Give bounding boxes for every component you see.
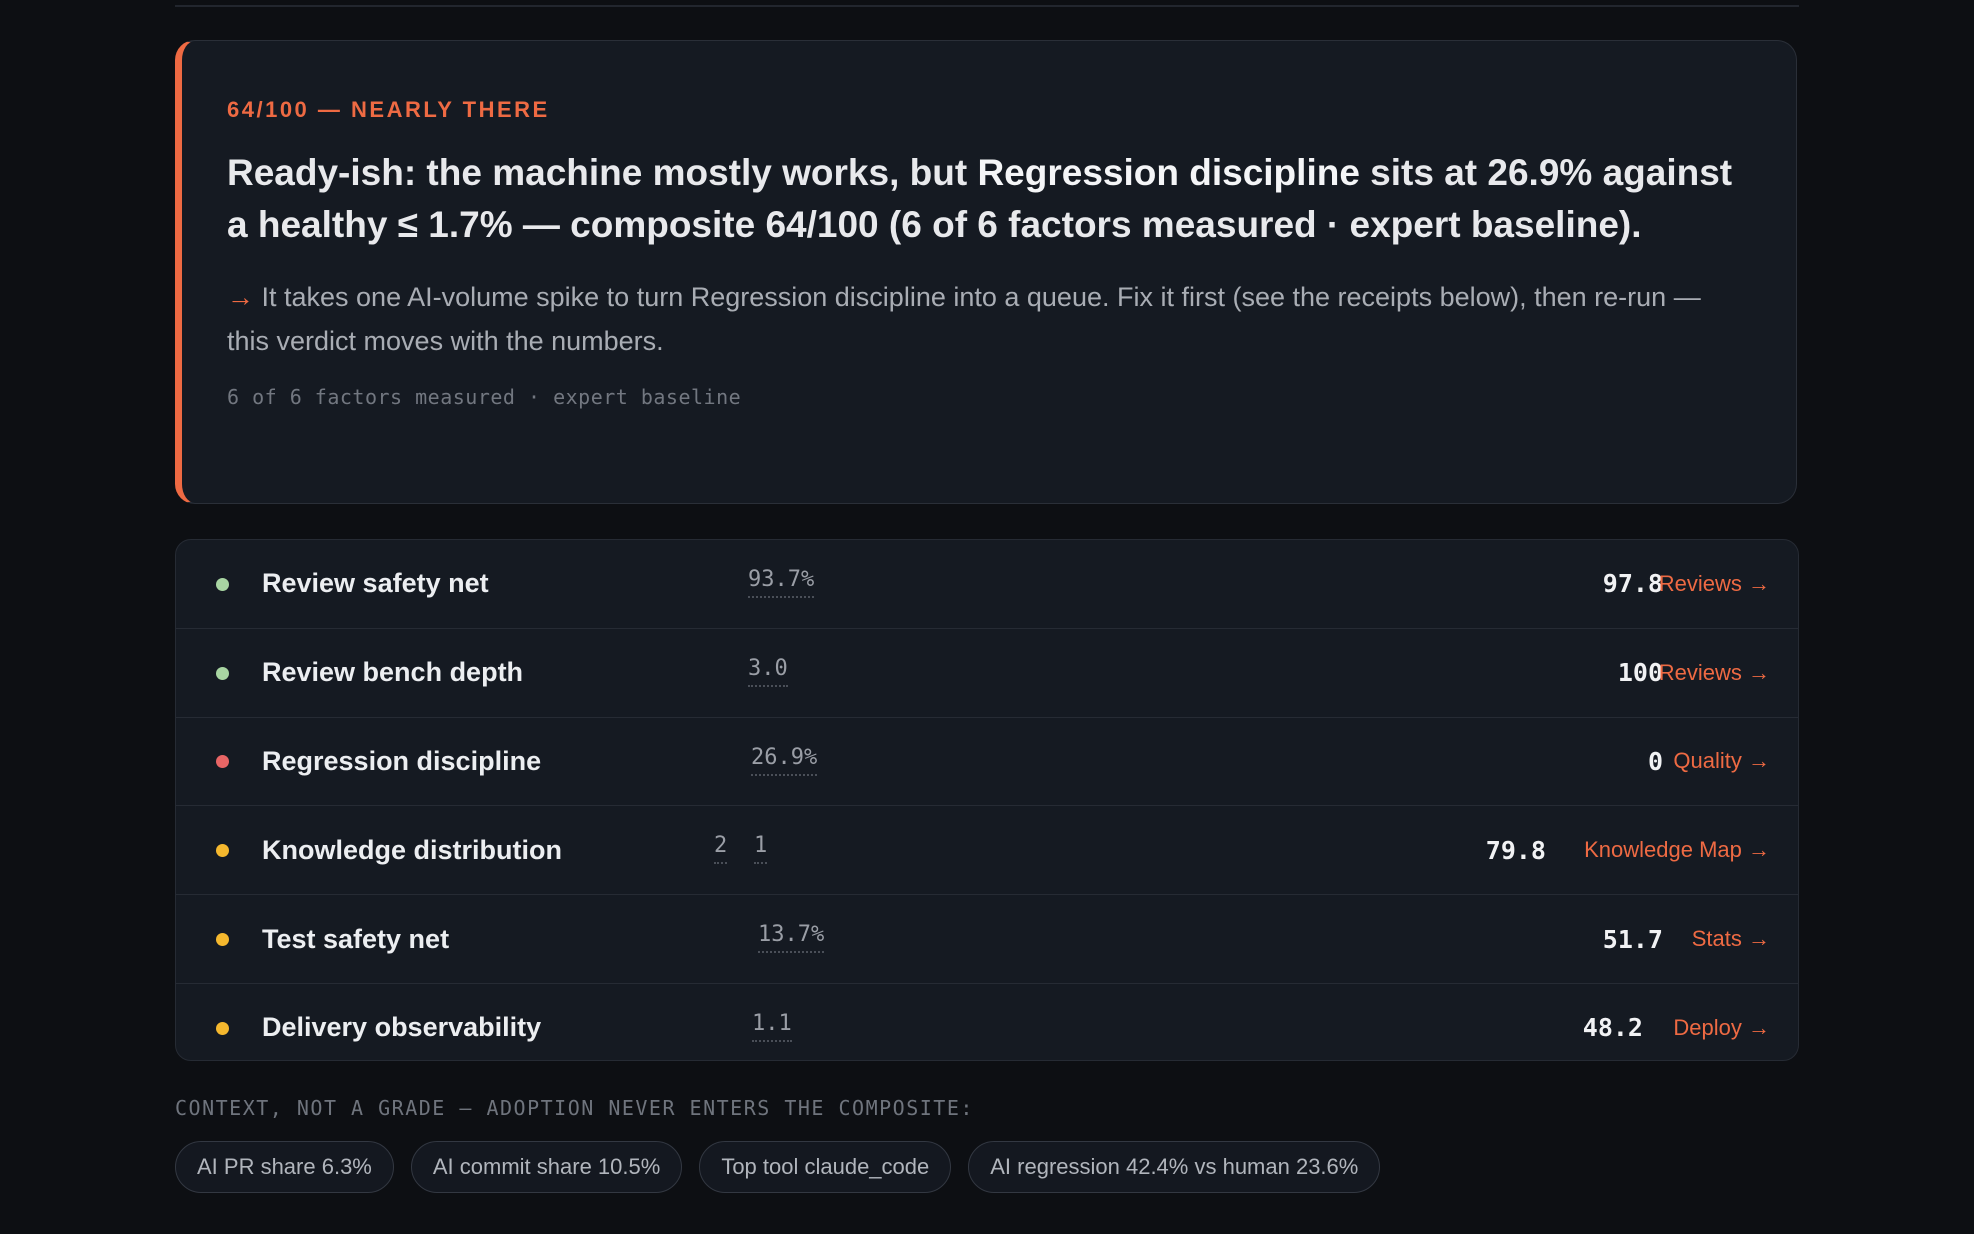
context-chips: AI PR share 6.3% AI commit share 10.5% T…	[175, 1141, 1381, 1193]
reviews-link[interactable]: Reviews →	[1658, 570, 1770, 596]
factor-name: Test safety net	[262, 923, 450, 954]
verdict-card: 64/100 — NEARLY THERE Ready-ish: the mac…	[175, 40, 1797, 504]
context-chip: AI commit share 10.5%	[410, 1141, 683, 1193]
deploy-link[interactable]: Deploy →	[1673, 1014, 1770, 1040]
quality-link[interactable]: Quality →	[1673, 748, 1770, 774]
context-label: CONTEXT, NOT A GRADE — ADOPTION NEVER EN…	[175, 1096, 974, 1120]
factor-metric[interactable]: 3.0	[748, 656, 788, 687]
arrow-right-icon: →	[227, 282, 254, 312]
status-dot-icon	[216, 577, 229, 591]
factor-score: 100	[1617, 658, 1663, 688]
status-dot-icon	[216, 666, 229, 680]
knowledge-map-link[interactable]: Knowledge Map →	[1584, 837, 1770, 863]
factor-score: 97.8	[1602, 569, 1663, 599]
factor-score: 0	[1647, 746, 1663, 776]
factor-table: Review safety net 93.7% 97.8 Reviews → R…	[175, 539, 1799, 1061]
factor-score: 79.8	[1485, 835, 1546, 865]
factor-metric[interactable]: 93.7%	[748, 567, 815, 598]
status-dot-icon	[216, 844, 229, 858]
headline-emphasis: Regression discipline	[977, 152, 1360, 193]
reviews-link[interactable]: Reviews →	[1658, 659, 1770, 685]
factor-name: Regression discipline	[262, 745, 542, 776]
factor-name: Delivery observability	[262, 1012, 542, 1043]
factor-metric-a[interactable]: 2	[714, 833, 728, 865]
context-chip: AI PR share 6.3%	[175, 1141, 394, 1193]
factor-row: Review bench depth 3.0 100 Reviews →	[176, 629, 1798, 718]
context-chip: Top tool claude_code	[699, 1141, 952, 1193]
factor-row: Delivery observability 1.1 48.2 Deploy →	[176, 984, 1798, 1060]
factor-row: Regression discipline 26.9% 0 Quality →	[176, 718, 1798, 807]
status-dot-icon	[216, 755, 229, 769]
stats-link[interactable]: Stats →	[1691, 926, 1770, 952]
factor-metric-b[interactable]: 1	[754, 833, 768, 865]
factor-name: Review safety net	[262, 568, 489, 599]
advice-text: It takes one AI-volume spike to turn Reg…	[227, 282, 1701, 356]
status-dot-icon	[216, 1021, 229, 1035]
verdict-score-label: 64/100 — NEARLY THERE	[227, 97, 550, 122]
verdict-advice: → It takes one AI-volume spike to turn R…	[227, 275, 1738, 363]
context-chip: AI regression 42.4% vs human 23.6%	[968, 1141, 1381, 1193]
factor-row: Test safety net 13.7% 51.7 Stats →	[176, 895, 1798, 984]
factor-row: Review safety net 93.7% 97.8 Reviews →	[176, 540, 1798, 629]
factor-name: Knowledge distribution	[262, 834, 562, 865]
factor-metric[interactable]: 13.7%	[758, 922, 825, 954]
verdict-basis: 6 of 6 factors measured · expert baselin…	[227, 385, 742, 409]
factor-score: 51.7	[1602, 924, 1663, 954]
verdict-headline: Ready-ish: the machine mostly works, but…	[227, 147, 1738, 251]
headline-text-end: sits at 26.9% against a healthy ≤ 1.7% —…	[227, 152, 1733, 245]
divider	[175, 5, 1799, 7]
factor-metric[interactable]: 26.9%	[751, 745, 818, 776]
factor-score: 48.2	[1582, 1013, 1643, 1043]
factor-row: Knowledge distribution 2 1 79.8 Knowledg…	[176, 806, 1798, 896]
headline-text: Ready-ish: the machine mostly works, but	[227, 152, 978, 193]
status-dot-icon	[216, 933, 229, 947]
factor-name: Review bench depth	[262, 657, 524, 688]
factor-metric[interactable]: 1.1	[752, 1011, 792, 1042]
